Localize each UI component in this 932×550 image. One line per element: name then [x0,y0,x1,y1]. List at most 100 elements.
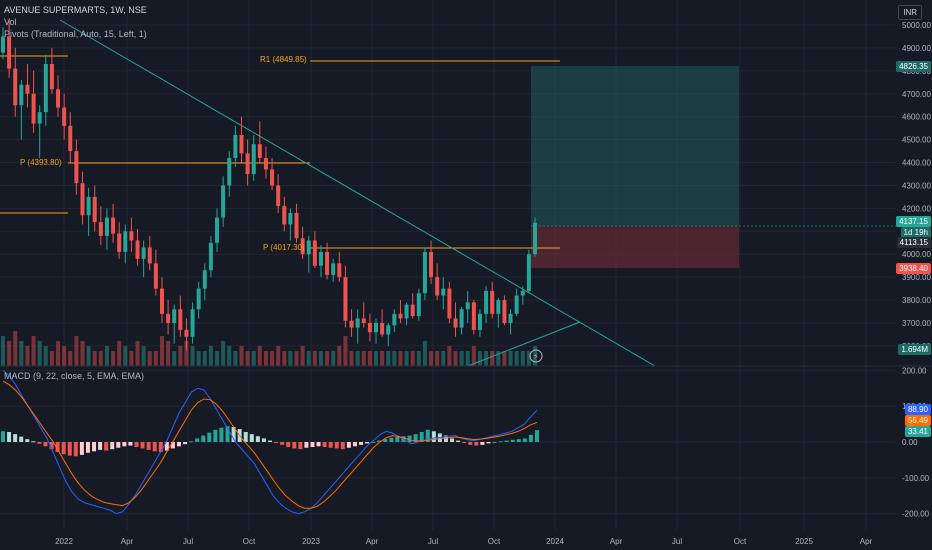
current-price-badge: 4137.15 [896,216,931,227]
volume-bar [25,346,30,366]
volume-bar [331,351,336,366]
candle-body [380,323,385,335]
macd-hist-bar [134,442,139,448]
macd-hist-bar [207,432,212,442]
time-tick-label: 2023 [302,537,320,546]
macd-hist-bar [7,431,12,442]
p-label: P (4393.80) [20,158,62,167]
time-tick-label: Apr [366,537,379,546]
volume-bar [202,351,207,366]
macd-axis[interactable]: 200.00100.000.00-100.00-200.00 [902,366,930,518]
macd-hist-bar [152,442,157,452]
volume-bar [196,351,201,366]
price-tick-label: 4500.00 [902,136,931,145]
volume-bar [135,341,140,366]
macd-hist-bar [340,442,345,450]
legend: AVENUE SUPERMARTS, 1W, NSE Vol Pivots (T… [4,4,147,40]
candle-body [49,63,54,90]
macd-hist-bar [352,442,357,447]
macd-hist-bar [31,441,36,443]
macd-hist-bar [316,442,321,447]
price-tick-label: 4700.00 [902,90,931,99]
volume-bar [178,346,183,366]
volume-bar [123,346,128,366]
volume-legend[interactable]: Vol [4,17,17,27]
candle-body [471,302,476,330]
volume-bar [496,351,501,366]
pivots-legend[interactable]: Pivots (Traditional, Auto, 15, Left, 1) [4,29,147,39]
signal-badge: 55.49 [904,415,931,426]
macd-hist-bar [19,436,24,442]
macd-hist-bar [280,442,285,445]
macd-hist-bar [425,429,430,442]
candle-body [215,217,220,243]
volume-bar [141,346,146,366]
macd-hist-bar [85,442,90,453]
candle-body [43,63,48,113]
candle-body [233,135,238,158]
macd-hist-bar [176,442,181,447]
macd-hist-bar [219,427,224,442]
macd-tick-label: -100.00 [902,474,930,483]
candle-body [227,157,232,186]
volume-bar [429,351,434,366]
candle-body [386,325,391,335]
time-axis[interactable]: 2022 Apr Jul Oct 2023 Apr Jul Oct 2024 Apr Jul Oct 2… [55,537,872,546]
macd-hist-bar [243,431,248,442]
macd-badge: 88.90 [904,404,931,415]
candle-body [398,313,403,319]
candle-body [533,222,537,255]
volume-bar [312,351,317,366]
time-tick-label: 2022 [55,537,73,546]
replay-icon [529,349,543,363]
currency-button[interactable]: INR [898,5,922,20]
volume-bar [355,351,360,366]
macd-hist-bar [122,442,127,447]
price-tick-label: 4400.00 [902,159,931,168]
candle-body [331,263,336,275]
candle-body [465,302,470,310]
volume-bar [49,351,54,366]
macd-hist-bar [225,426,230,442]
candle-body [141,247,146,259]
volume-bar [245,351,250,366]
candle-body [282,206,287,225]
time-tick-label: Oct [488,537,501,546]
volume-bar [416,351,421,366]
macd-hist-bar [322,442,327,448]
macd-tick-label: -200.00 [902,510,930,519]
time-tick-label: Oct [734,537,747,546]
time-tick-label: 2025 [795,537,813,546]
volume-bar [471,346,476,366]
candle-body [111,217,116,234]
candle-body [184,329,189,337]
candle-body [508,313,513,323]
volume-bar [257,346,262,366]
macd-hist-bar [480,442,485,445]
volume-bar [117,341,122,366]
macd-hist-bar [510,439,515,442]
price-tick-label: 4300.00 [902,181,931,190]
macd-hist-bar [328,442,333,448]
macd-legend[interactable]: MACD (9, 22, close, 5, EMA, EMA) [4,371,145,381]
volume-bar [56,341,61,366]
volume-bar [86,346,91,366]
volume-bar [227,346,232,366]
candle-body [484,290,489,314]
macd-hist-bar [468,442,473,445]
macd-hist-bar [255,436,260,442]
candle-body [270,169,275,186]
symbol-title[interactable]: AVENUE SUPERMARTS, 1W, NSE [4,5,147,15]
volume-bar [7,341,12,366]
macd-hist-bar [146,442,151,450]
candle-body [202,270,207,289]
macd-hist-bar [213,429,218,442]
volume-bar [190,346,195,366]
price-tick-label: 3800.00 [902,296,931,305]
candle-body [404,304,409,319]
stop-price-badge: 3938.40 [896,263,931,274]
volume-bar [386,351,391,366]
macd-hist-bar [25,439,30,442]
candle-body [196,288,201,310]
